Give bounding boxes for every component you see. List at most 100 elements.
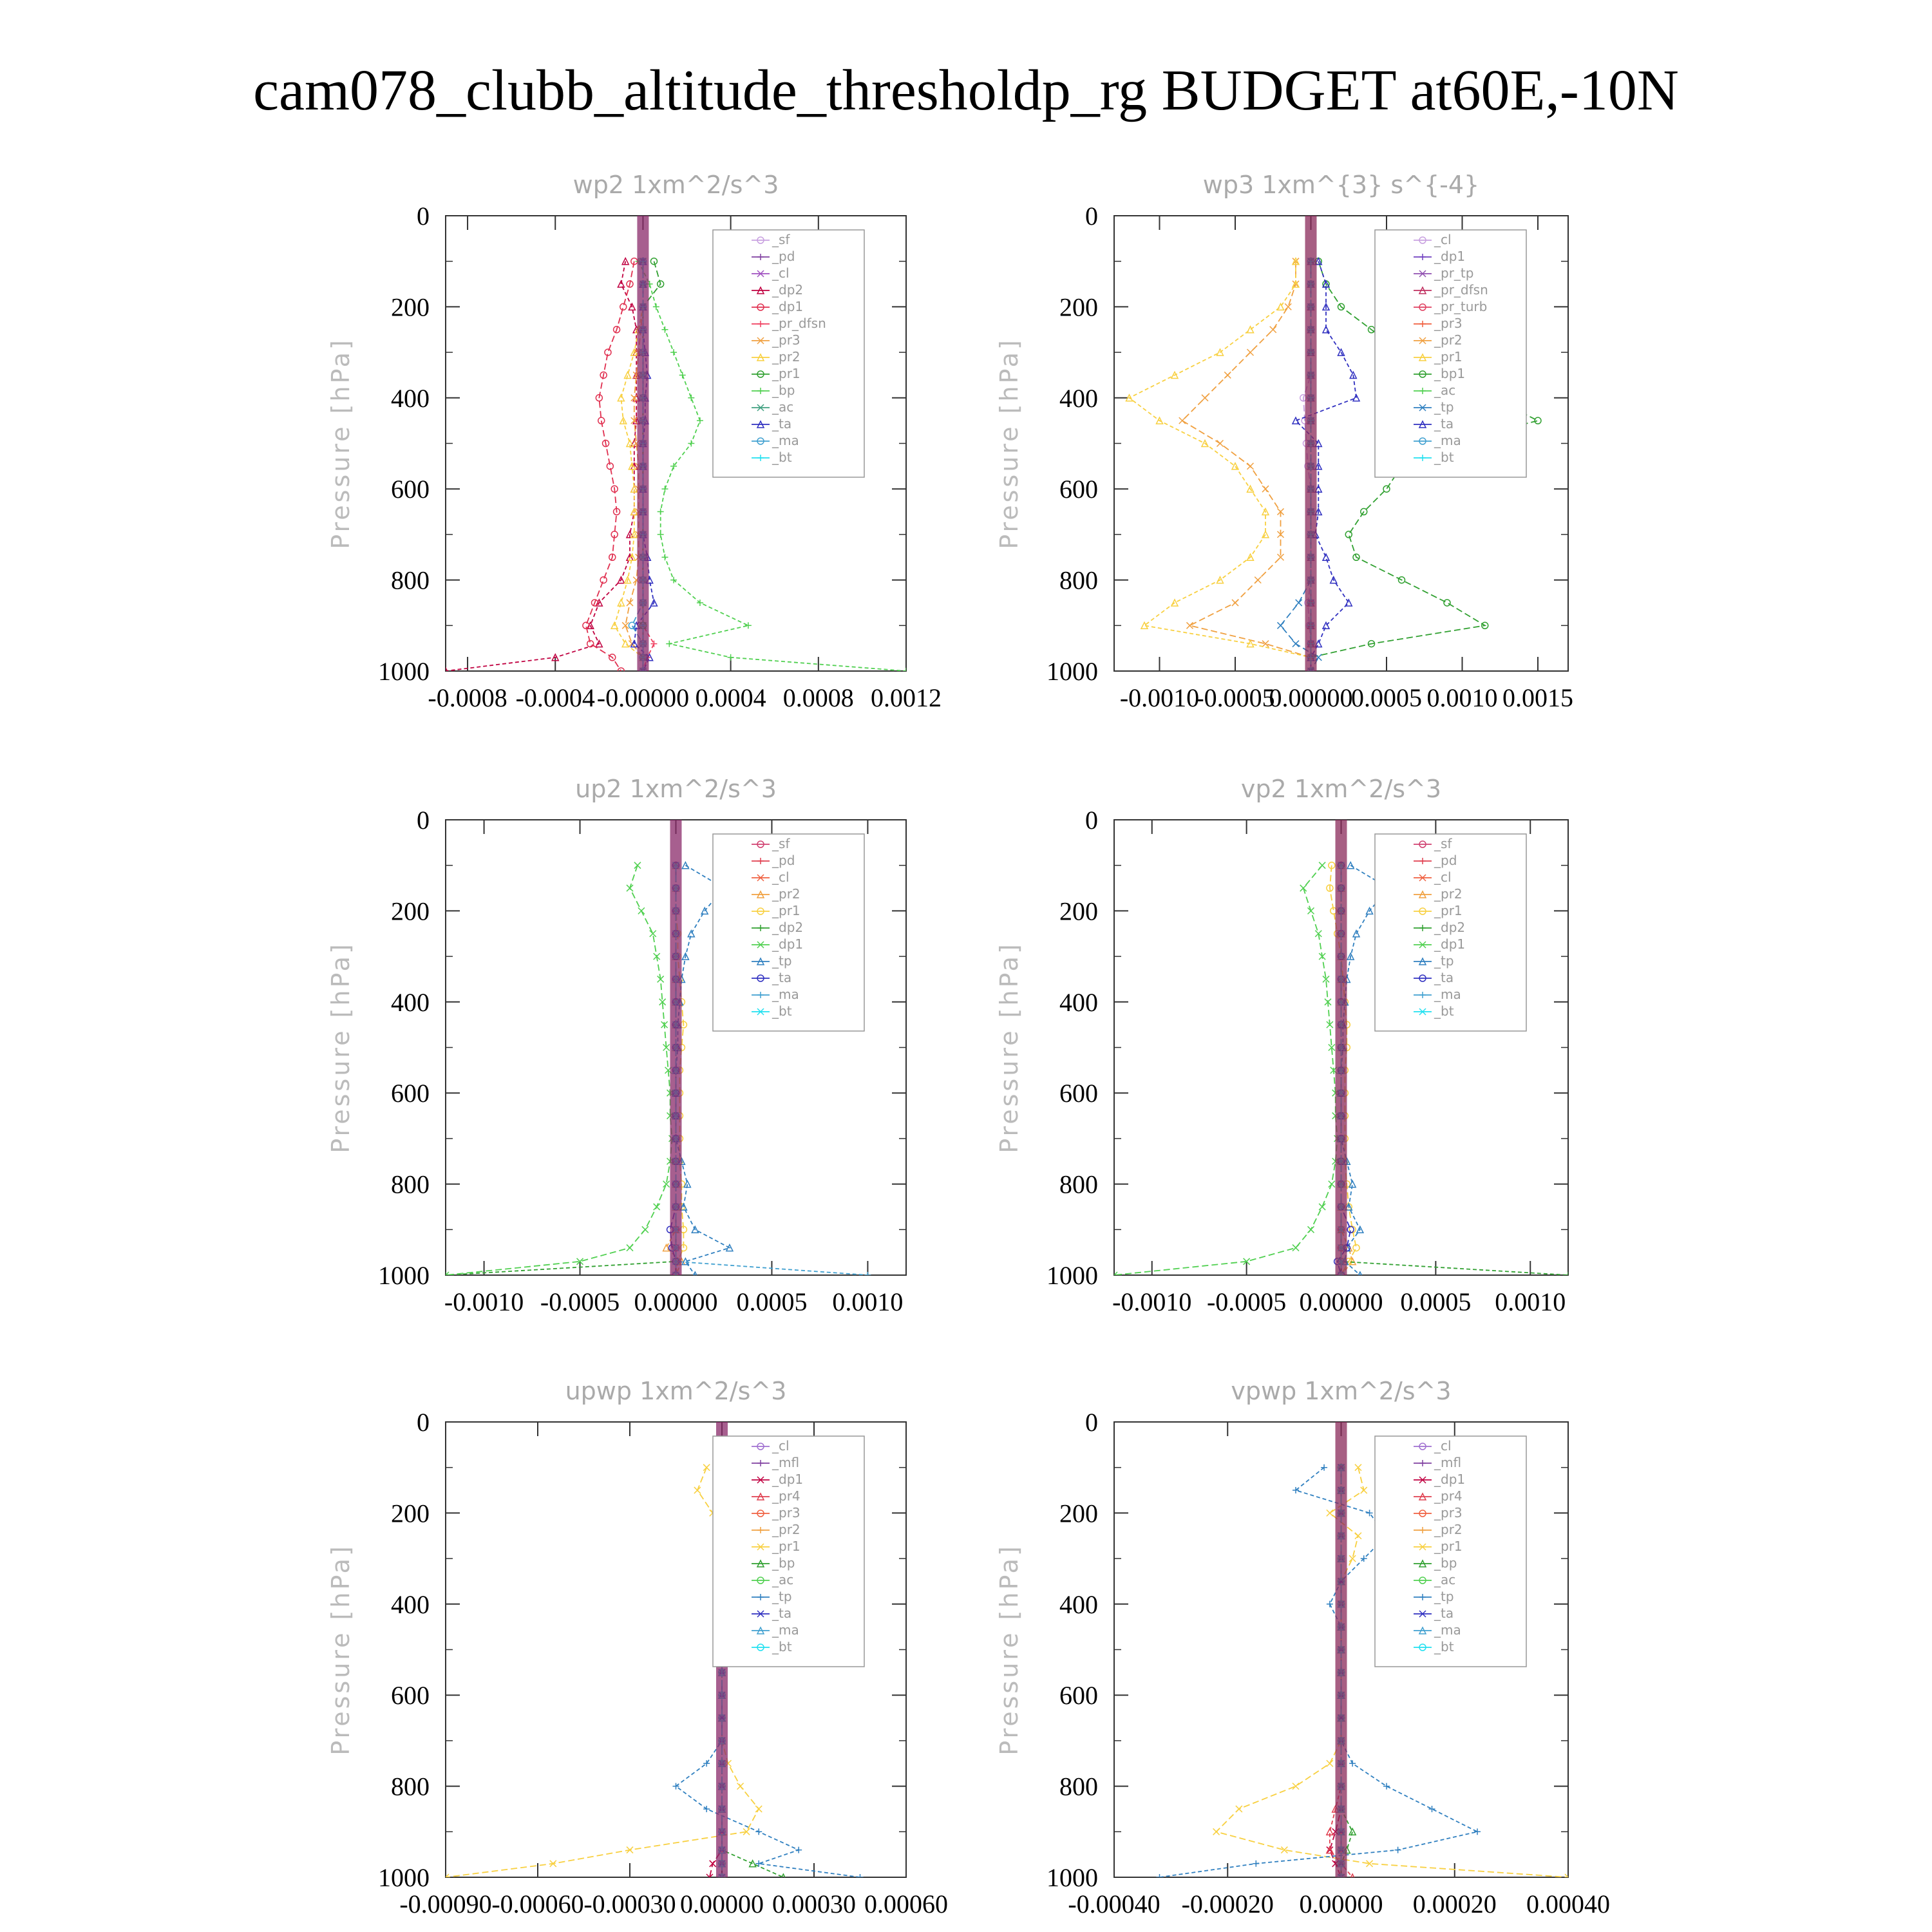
y-tick-label: 400	[391, 988, 430, 1017]
legend-label: _bt	[772, 1639, 792, 1654]
legend-marker	[757, 1643, 764, 1651]
y-tick-label: 800	[391, 566, 430, 595]
y-tick-label: 800	[391, 1170, 430, 1199]
legend-label: _pr4	[1434, 1488, 1463, 1504]
legend-label: _mfl	[772, 1455, 799, 1470]
series-group	[1114, 820, 1568, 1275]
legend-label: _cl	[1434, 232, 1452, 247]
y-tick-label: 600	[391, 1681, 430, 1710]
legend-box	[1374, 229, 1527, 478]
legend-marker	[1419, 337, 1426, 345]
data-point	[582, 621, 590, 630]
zero-column	[1305, 216, 1317, 671]
series-group	[1156, 1422, 1568, 1877]
legend-marker	[1419, 437, 1426, 445]
legend-marker	[757, 974, 764, 982]
data-point	[1443, 599, 1451, 607]
legend-marker	[757, 337, 764, 345]
data-point	[1321, 1464, 1328, 1471]
data-point	[604, 348, 612, 356]
data-point	[1321, 279, 1331, 288]
data-point	[1325, 1827, 1334, 1836]
legend: _cl_mfl_dp1_pr4_pr3_pr2_pr1_bp_ac_tp_ta_…	[1374, 1435, 1527, 1667]
legend-marker	[1419, 303, 1426, 311]
data-point	[1291, 416, 1300, 424]
y-tick-label: 400	[1059, 1590, 1098, 1619]
y-tick-label: 600	[1059, 1079, 1098, 1108]
data-point	[649, 930, 657, 938]
data-point	[1397, 576, 1406, 584]
data-point	[1348, 1827, 1357, 1836]
legend-label: _dp2	[1434, 920, 1465, 935]
series-line-pr1	[446, 1467, 760, 1877]
legend-marker	[757, 455, 764, 461]
data-point	[586, 639, 594, 648]
data-point	[1349, 1226, 1356, 1234]
data-point	[709, 1860, 717, 1868]
data-point	[1326, 1509, 1334, 1517]
data-point	[1394, 1846, 1401, 1853]
legend-box	[1374, 833, 1527, 1032]
legend-label: _pr3	[1434, 1505, 1463, 1520]
data-point	[623, 370, 632, 379]
panel-title: wp2 1xm^2/s^3	[573, 171, 779, 199]
series-group	[446, 820, 871, 1275]
legend-label: _tp	[772, 1589, 792, 1604]
legend-marker	[757, 321, 764, 327]
y-tick-label: 0	[1085, 202, 1098, 231]
y-tick-label: 1000	[378, 1863, 430, 1892]
data-point	[670, 576, 677, 583]
x-tick-label: -0.0010	[1112, 1287, 1191, 1316]
data-point	[1216, 575, 1224, 584]
y-axis-label: Pressure [hPa]	[327, 337, 355, 549]
data-point	[1326, 1600, 1333, 1607]
data-point	[1565, 1272, 1568, 1275]
data-point	[864, 1272, 871, 1275]
data-point	[1114, 1271, 1118, 1275]
series-line-pr2	[1181, 261, 1312, 671]
data-point	[1291, 279, 1300, 288]
legend-marker	[757, 925, 764, 931]
data-point	[694, 1486, 701, 1494]
y-axis-label: Pressure [hPa]	[327, 1544, 355, 1756]
y-tick-label: 400	[391, 1590, 430, 1619]
data-point	[1253, 1860, 1260, 1867]
y-tick-label: 600	[1059, 1681, 1098, 1710]
legend-label: _ta	[1434, 1605, 1454, 1621]
legend-label: _ta	[1434, 970, 1454, 985]
data-point	[755, 1805, 762, 1813]
data-point	[681, 861, 690, 869]
data-point	[663, 1043, 670, 1052]
legend-label: _mfl	[1434, 1455, 1461, 1470]
legend-marker	[757, 1008, 764, 1016]
data-point	[1243, 1258, 1251, 1265]
data-point	[1156, 1874, 1163, 1877]
legend-label: _ac	[1434, 1572, 1455, 1587]
legend-marker	[757, 437, 764, 445]
data-point	[679, 1202, 688, 1211]
data-point	[1307, 1226, 1315, 1233]
data-point	[1246, 484, 1255, 493]
legend-label: _pr2	[1434, 332, 1463, 348]
data-point	[1326, 884, 1334, 892]
legend-label: _pr_turb	[1434, 299, 1487, 314]
x-tick-label: 0.0008	[783, 683, 854, 712]
data-point	[666, 640, 673, 647]
legend-marker	[1419, 1543, 1426, 1551]
legend-label: _pr2	[772, 1522, 800, 1537]
panel-1: wp3 1xm^{3} s^{-4} Pressure [hPa] 0 200 400 6…	[995, 171, 1573, 712]
data-point	[672, 1783, 679, 1790]
y-tick-label: 0	[417, 1408, 430, 1437]
data-point	[1367, 639, 1376, 648]
series-line-dp1	[1114, 865, 1338, 1275]
data-point	[1314, 484, 1323, 493]
legend-marker	[1418, 1492, 1427, 1501]
data-point	[691, 1225, 699, 1234]
data-point	[683, 1179, 692, 1188]
data-point	[621, 621, 629, 629]
data-point	[661, 486, 668, 493]
panel-title: vp2 1xm^2/s^3	[1241, 775, 1441, 803]
legend-marker	[757, 236, 764, 244]
series-line-pr1	[1128, 261, 1312, 671]
data-point	[595, 639, 603, 648]
